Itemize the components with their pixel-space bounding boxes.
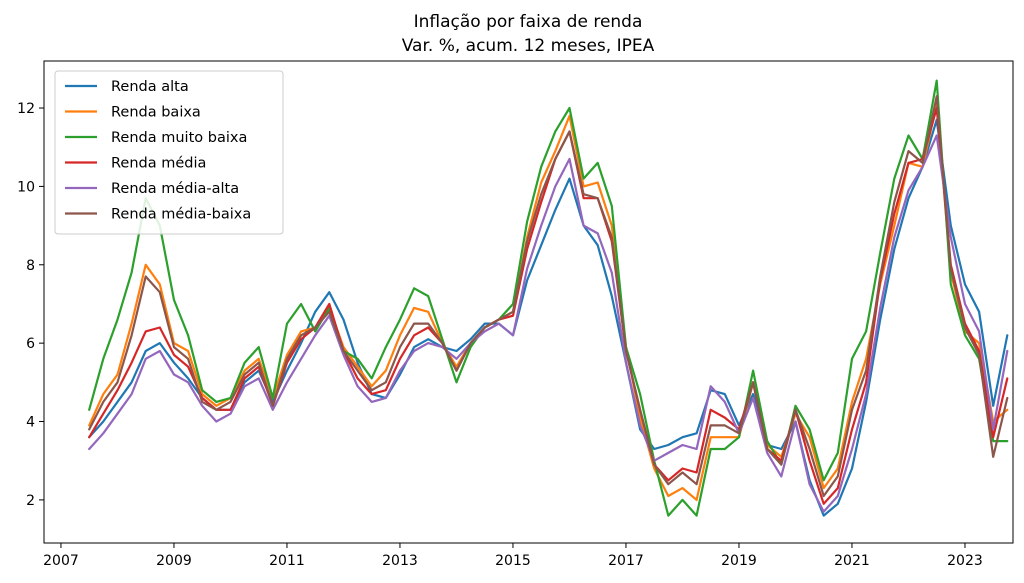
series-line-4 xyxy=(88,134,1009,513)
axes-layer: 2007 2009 2011 2013 2015 2017 2019 2021 2023 2 4 6 8… xyxy=(17,60,1014,569)
chart-subtitle: Var. %, acum. 12 meses, IPEA xyxy=(402,36,655,56)
y-tick-label: 6 xyxy=(26,336,35,352)
legend: Renda alta Renda baixa Renda muito baixa Re… xyxy=(54,70,284,235)
x-tick-label: 2021 xyxy=(834,553,870,569)
y-tick-label: 2 xyxy=(26,493,35,509)
x-tick-label: 2017 xyxy=(608,553,644,569)
x-tick-label: 2015 xyxy=(495,553,531,569)
series-line-3 xyxy=(88,106,1009,505)
x-tick-label: 2011 xyxy=(269,553,305,569)
y-tick-label: 12 xyxy=(17,101,35,117)
series-line-5 xyxy=(88,95,1009,498)
y-tick-label: 10 xyxy=(17,179,35,195)
x-tick-label: 2023 xyxy=(947,553,983,569)
x-tick-label: 2007 xyxy=(43,553,79,569)
legend-label: Renda média-alta xyxy=(111,181,239,197)
plot-frame xyxy=(43,60,1014,544)
x-tick-label: 2009 xyxy=(156,553,192,569)
series-line-1 xyxy=(88,103,1009,501)
x-tick-label: 2019 xyxy=(721,553,757,569)
legend-label: Renda média xyxy=(111,156,206,172)
chart-title: Inflação por faixa de renda xyxy=(414,12,643,32)
y-tick-label: 8 xyxy=(26,258,35,274)
series-layer xyxy=(88,79,1009,517)
x-tick-label: 2013 xyxy=(382,553,418,569)
legend-label: Renda muito baixa xyxy=(111,130,247,146)
legend-box xyxy=(54,70,284,235)
legend-label: Renda alta xyxy=(111,79,189,95)
legend-label: Renda média-baixa xyxy=(111,207,251,223)
series-line-0 xyxy=(88,118,1009,517)
y-tick-label: 4 xyxy=(26,415,35,431)
legend-label: Renda baixa xyxy=(111,105,201,121)
series-line-2 xyxy=(88,79,1009,517)
